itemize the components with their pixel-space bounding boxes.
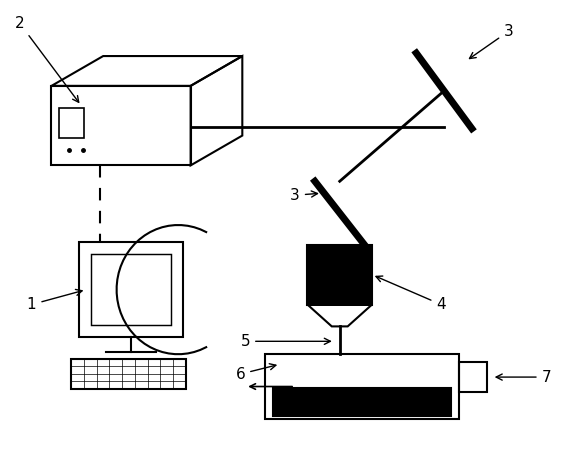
Text: 7: 7 — [496, 369, 551, 384]
Polygon shape — [273, 388, 451, 416]
Text: 6: 6 — [235, 364, 276, 382]
Text: 5: 5 — [241, 334, 330, 349]
Polygon shape — [309, 306, 370, 325]
Polygon shape — [308, 245, 372, 304]
Text: 4: 4 — [376, 276, 446, 312]
Text: 3: 3 — [470, 24, 514, 59]
Text: 2: 2 — [15, 16, 79, 102]
Text: 1: 1 — [27, 289, 82, 312]
Text: 3: 3 — [290, 188, 318, 202]
